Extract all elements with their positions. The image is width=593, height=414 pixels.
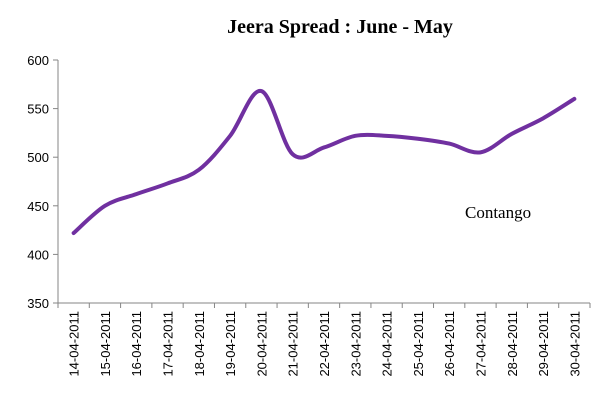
x-tick-label: 23-04-2011 [348, 311, 363, 377]
x-tick-label: 21-04-2011 [286, 311, 301, 377]
y-tick-label: 450 [27, 199, 49, 214]
x-tick-label: 20-04-2011 [254, 311, 269, 377]
x-tick-label: 18-04-2011 [192, 311, 207, 377]
y-tick-label: 400 [27, 247, 49, 262]
x-tick-label: 27-04-2011 [473, 311, 488, 377]
x-tick-label: 24-04-2011 [380, 311, 395, 377]
y-tick-label: 600 [27, 53, 49, 68]
x-tick-label: 15-04-2011 [98, 311, 113, 377]
y-tick-label: 550 [27, 102, 49, 117]
x-tick-label: 14-04-2011 [67, 311, 82, 377]
y-tick-label: 500 [27, 150, 49, 165]
x-tick-label: 26-04-2011 [442, 311, 457, 377]
x-tick-label: 19-04-2011 [223, 311, 238, 377]
x-tick-label: 30-04-2011 [567, 311, 582, 377]
data-line [71, 89, 577, 236]
x-tick-label: 25-04-2011 [411, 311, 426, 377]
annotation: Contango [465, 203, 531, 222]
y-tick-label: 350 [27, 296, 49, 311]
x-tick-label: 17-04-2011 [161, 311, 176, 377]
x-tick-label: 22-04-2011 [317, 311, 332, 377]
x-tick-label: 16-04-2011 [129, 311, 144, 377]
chart-title: Jeera Spread : June - May [227, 16, 453, 38]
x-tick-label: 29-04-2011 [536, 311, 551, 377]
x-tick-label: 28-04-2011 [505, 311, 520, 377]
